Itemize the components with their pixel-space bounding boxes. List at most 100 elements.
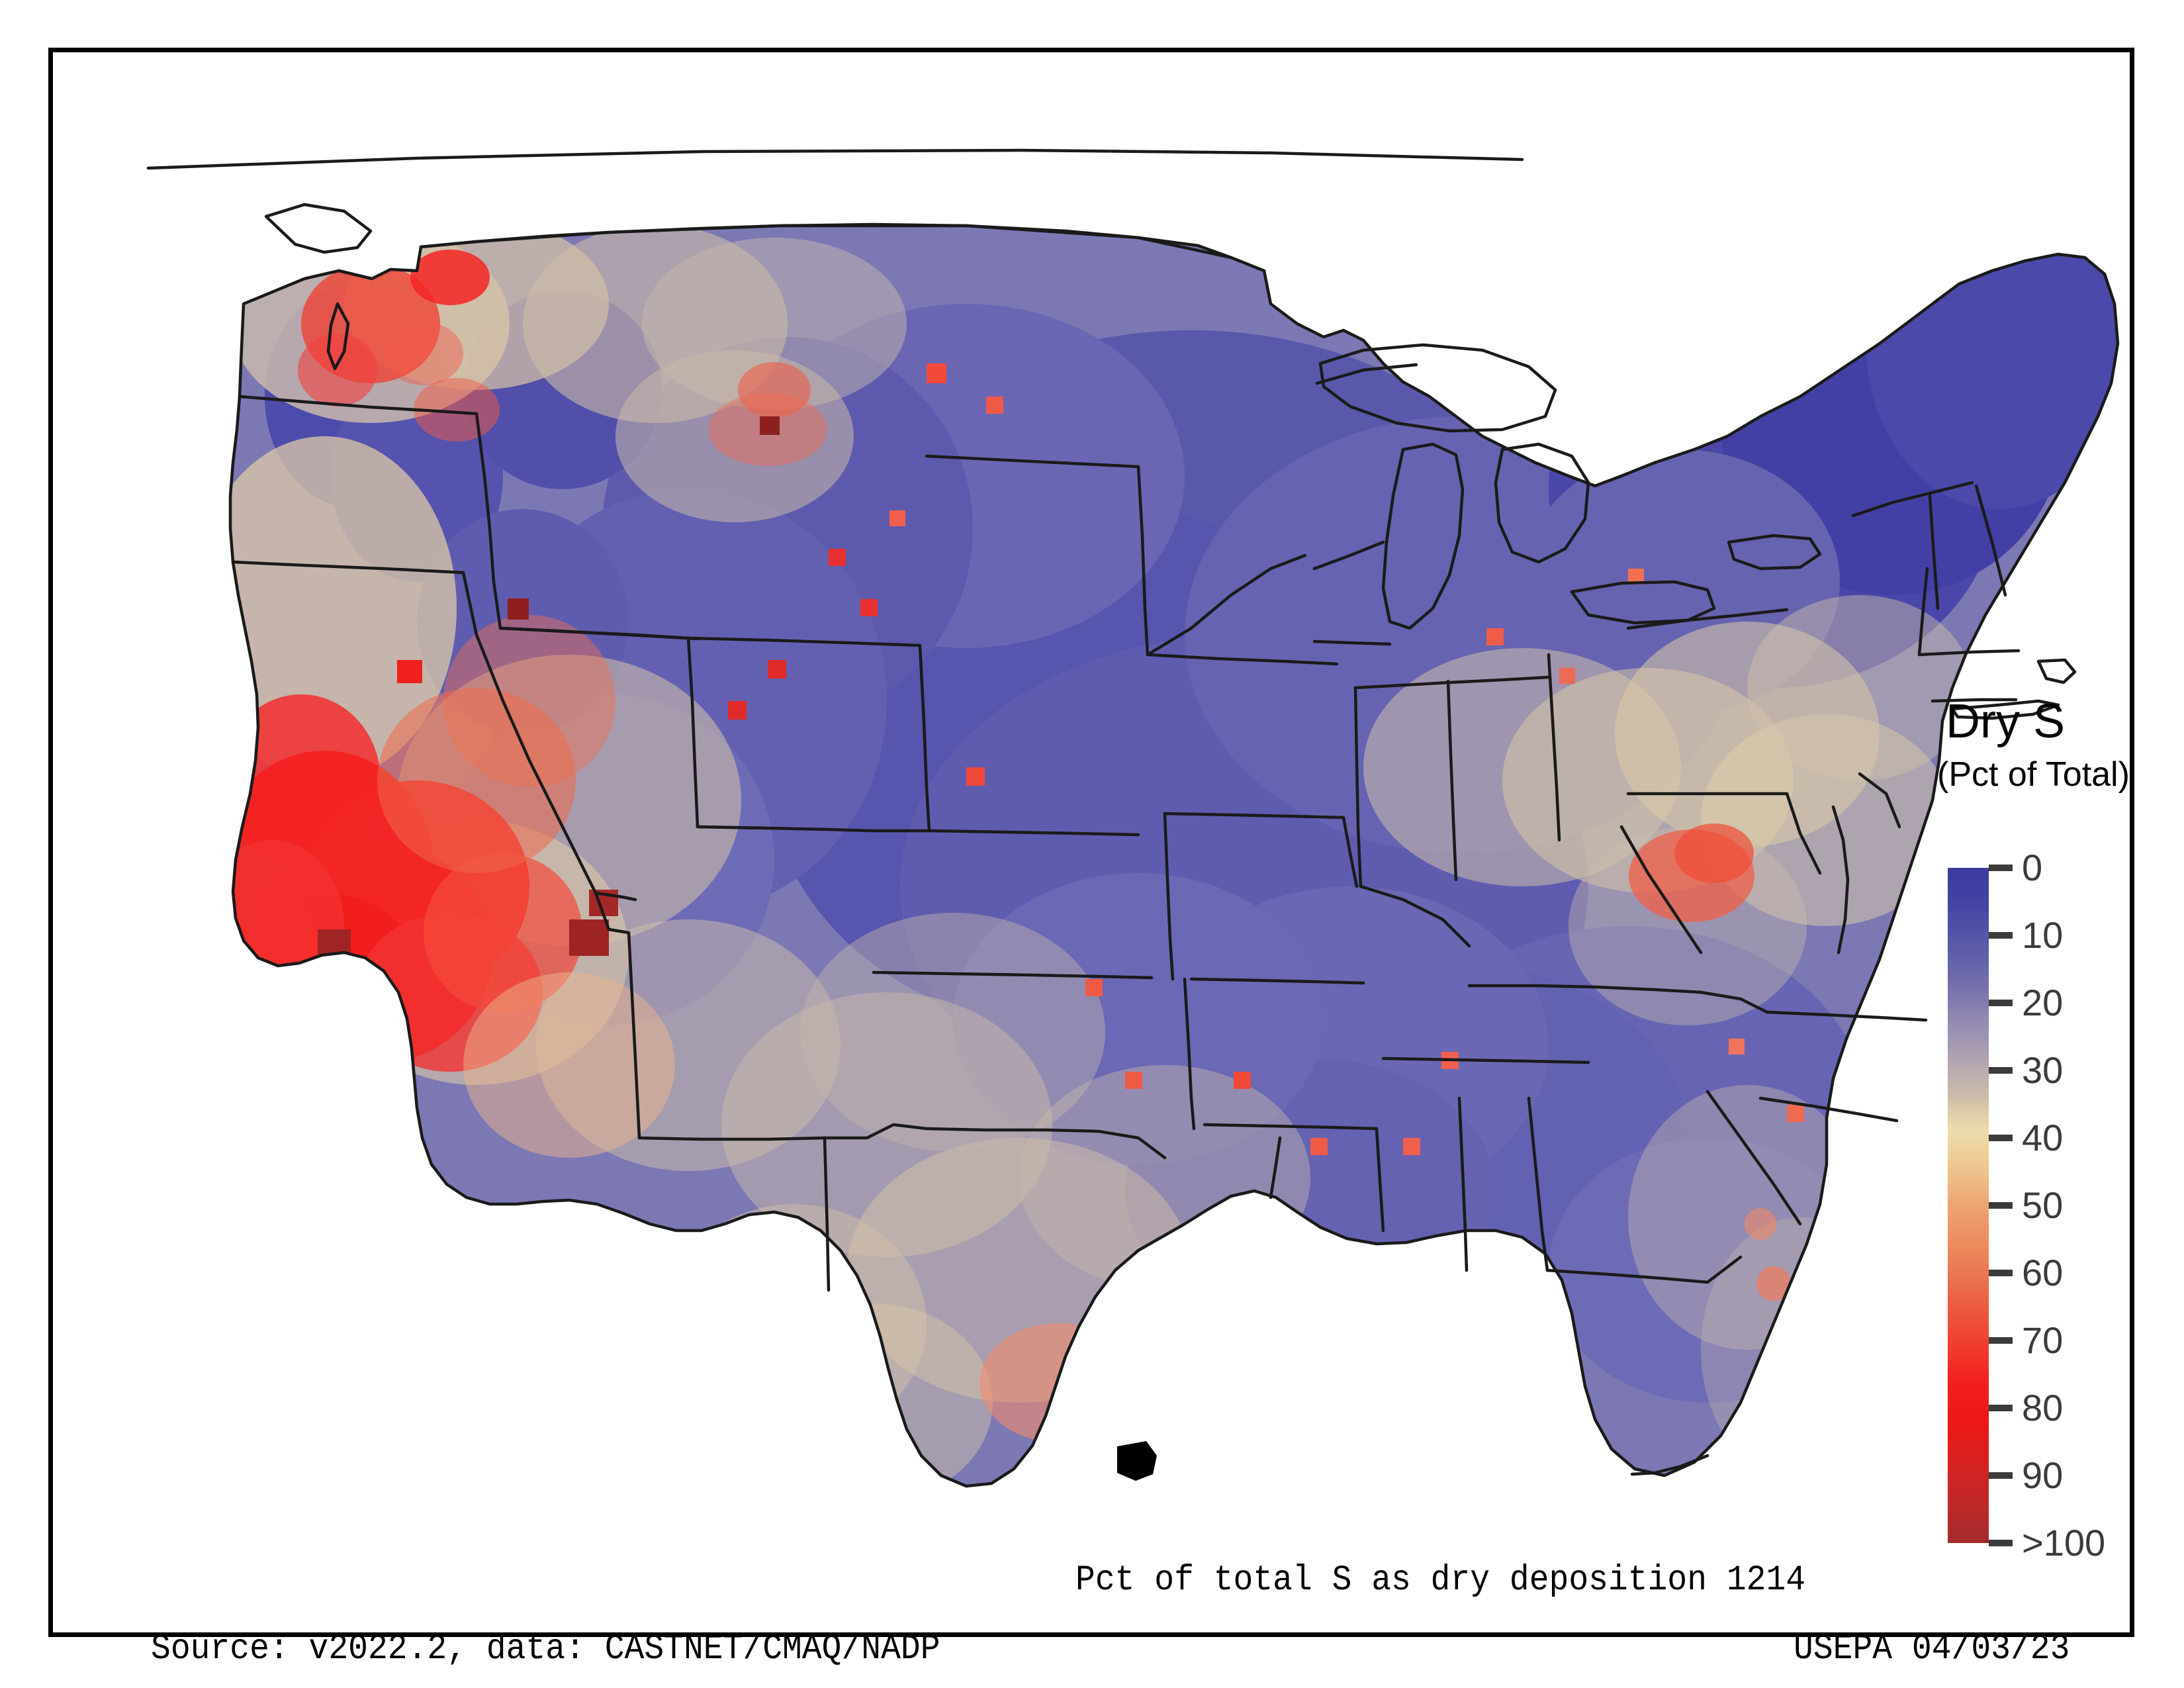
border-mo-il (1342, 816, 1359, 888)
border-vt-nh (1928, 494, 1940, 610)
colorbar-tick-label: 40 (2022, 1117, 2064, 1158)
chesapeake-bay (1831, 805, 1850, 955)
border-nv-ca-s (594, 891, 637, 902)
colorbar-tick-label: 60 (2022, 1252, 2064, 1293)
border-ms-al (1457, 1096, 1469, 1272)
colorbar-tick (1989, 1202, 2013, 1209)
border-mi-in-oh (1353, 675, 1551, 690)
raster-smoothing (106, 105, 2184, 1548)
long-island (1950, 699, 2060, 720)
border-mt-wy (686, 636, 922, 647)
colorbar-tick-label: >100 (2022, 1522, 2106, 1564)
legend: Dry S (Pct of Total) (1933, 698, 2184, 792)
plot-frame: Dry S (Pct of Total) 0 10 20 30 40 50 60 70 80 90… (48, 48, 2134, 1669)
colorbar-tick (1989, 1067, 2013, 1074)
colorbar-tick-label: 80 (2022, 1387, 2064, 1429)
border-mi-upper (1315, 363, 1418, 385)
border-nc-sc (1758, 1096, 1899, 1123)
border-wy-co (696, 825, 770, 830)
border-il-in (1353, 686, 1363, 888)
border-ok-tx (823, 1123, 1167, 1160)
canada-border (419, 224, 1233, 259)
border-md-va-dc (1785, 792, 1822, 875)
border-ia-mn (1146, 653, 1339, 666)
lake-ontario (1727, 534, 1822, 571)
colorbar-tick-label: 30 (2022, 1049, 2064, 1091)
florida-keys (1630, 1454, 1709, 1476)
border-ut-co (686, 636, 700, 829)
lake-huron (1494, 442, 1590, 564)
border-wa-or (238, 395, 478, 416)
vancouver-island (264, 203, 373, 254)
map-canvas (106, 105, 2184, 1548)
border-ny-ma (1917, 567, 1929, 657)
border-ia-mo (1163, 812, 1345, 820)
border-az-nm (607, 927, 641, 1140)
border-ga-fl (1545, 1268, 1709, 1284)
colorbar-tick (1989, 1405, 2013, 1411)
colorbar-tick (1989, 865, 2013, 871)
border-ks-ok (872, 970, 1154, 980)
colorbar-gradient (1948, 868, 1989, 1543)
border-ga-sc-coast (1706, 1255, 1743, 1284)
source-note: Source: v2022.2, data: CASTNET/CMAQ/NADP (151, 1629, 940, 1669)
border-wi-mn (1146, 553, 1307, 657)
border-mn-nd (1136, 465, 1150, 657)
border-ar-la (1203, 1123, 1379, 1131)
colorbar[interactable]: 0 10 20 30 40 50 60 70 80 90 >100 (1948, 849, 2105, 1562)
colorbar-tick-label: 20 (2022, 982, 2064, 1023)
map-caption: Pct of total S as dry deposition 1214 (1075, 1560, 1806, 1601)
border-nm-tx (823, 1136, 831, 1292)
agency-note: USEPA 04/03/23 (1794, 1629, 2070, 1669)
colorbar-tick-label: 10 (2022, 914, 2064, 956)
legend-title: Dry S (1946, 695, 2065, 748)
border-va-nc (1765, 1010, 1928, 1022)
colorbar-tick (1989, 1270, 2013, 1276)
deposition-raster (106, 105, 2184, 1548)
border-la-ms (1375, 1127, 1385, 1233)
border-al-ga (1527, 1096, 1549, 1272)
colorbar-tick-label: 50 (2022, 1184, 2064, 1226)
border-tn-ms-al (1381, 1056, 1590, 1064)
lake-superior (1318, 343, 1557, 433)
colorbar-tick (1989, 1135, 2013, 1141)
border-il-ky (1359, 884, 1471, 948)
border-tx-la (1269, 1136, 1282, 1199)
border-oh-pa-wv (1547, 653, 1561, 842)
border-sd-ne (927, 829, 1140, 837)
canada-border-line-2 (146, 148, 1524, 170)
colorbar-tick (1989, 1540, 2013, 1546)
colorbar-tick-label: 0 (2022, 847, 2043, 888)
us-outline (228, 222, 2120, 1488)
cape-cod (2036, 658, 2077, 684)
border-ky-tn (1467, 984, 1703, 994)
border-nm-co (637, 1136, 827, 1141)
border-sc-ga (1706, 1090, 1802, 1226)
border-ny-vt-nh-me (1851, 481, 1974, 518)
border-pa-ny (1626, 608, 1789, 630)
border-az-ut (498, 626, 700, 641)
map-boundaries (146, 148, 2120, 1488)
colorbar-tick-label: 70 (2022, 1319, 2064, 1361)
border-in-oh (1446, 679, 1458, 882)
border-wy-sd-ne (918, 643, 931, 833)
lake-michigan (1381, 442, 1465, 630)
border-mo-ar (1189, 977, 1365, 985)
colorbar-tick (1989, 932, 2013, 939)
colorbar-tick (1989, 1000, 2013, 1006)
colorbar-tick-label: 90 (2022, 1454, 2064, 1496)
border-nd-sd (925, 454, 1140, 469)
border-nv-ut-id (475, 412, 502, 630)
border-ma-ct-ri (1917, 649, 2021, 657)
colorbar-tick (1989, 1337, 2013, 1344)
us-deposition-map[interactable] (106, 105, 2184, 1548)
border-de-md-nj (1858, 772, 1901, 829)
border-mo-ks (1163, 812, 1175, 981)
border-or-ca (231, 560, 465, 575)
border-wi-mi (1312, 540, 1385, 571)
legend-subtitle: (Pct of Total) (1937, 755, 2130, 794)
border-ok-ar (1183, 977, 1196, 1131)
border-wi-il (1312, 639, 1392, 646)
colorbar-tick (1989, 1472, 2013, 1479)
